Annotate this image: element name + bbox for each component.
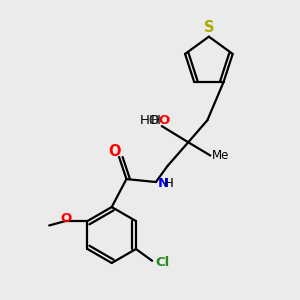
Text: H: H [164, 177, 174, 190]
Text: S: S [204, 20, 214, 35]
Text: H: H [150, 114, 160, 127]
Text: O: O [61, 212, 72, 225]
Text: N: N [157, 177, 169, 190]
Text: HO: HO [140, 114, 160, 127]
Text: H: H [149, 114, 159, 127]
Text: Cl: Cl [155, 256, 169, 269]
Text: O: O [108, 144, 121, 159]
Text: O: O [158, 114, 169, 127]
Text: Me: Me [212, 149, 229, 162]
